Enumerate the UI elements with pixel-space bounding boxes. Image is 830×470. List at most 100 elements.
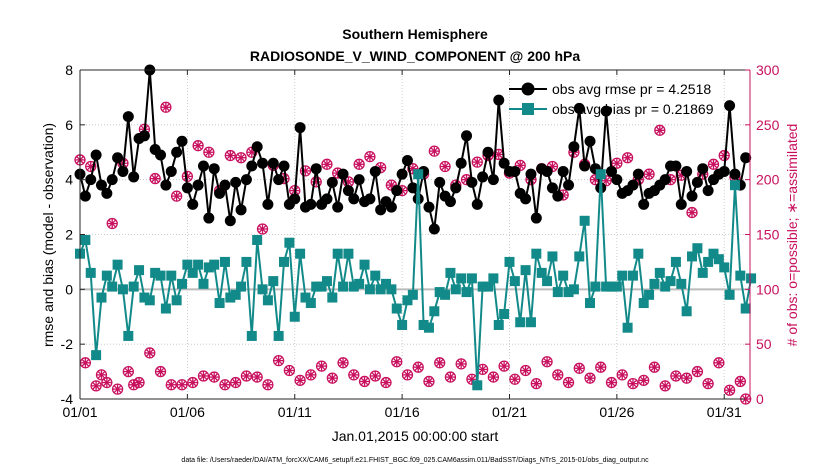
data-point [85, 267, 96, 278]
obs-possible-circle [122, 365, 134, 378]
obs-possible-circle [358, 375, 371, 388]
data-point [644, 289, 655, 300]
data-point [316, 281, 327, 292]
obs-possible-circle [348, 369, 360, 381]
obs-count-marker [256, 223, 269, 235]
obs-assimilated-stroke [172, 192, 181, 200]
obs-count-marker [734, 375, 746, 388]
obs-count-marker [530, 377, 542, 390]
obs-possible-circle [573, 362, 585, 374]
data-point [79, 190, 91, 202]
data-point [338, 281, 349, 292]
obs-possible-circle [713, 357, 725, 369]
data-point [660, 281, 671, 292]
data-point [445, 267, 456, 278]
obs-possible-circle [160, 101, 172, 113]
obs-count-marker [573, 362, 585, 374]
obs-assimilated-stroke [183, 172, 192, 181]
data-point [225, 292, 236, 303]
obs-assimilated-stroke [194, 142, 202, 150]
obs-count-marker [224, 149, 236, 162]
obs-count-marker [702, 377, 714, 390]
data-point [740, 152, 752, 164]
obs-assimilated-stroke [296, 376, 304, 384]
obs-assimilated-stroke [81, 359, 90, 367]
data-point [150, 267, 161, 278]
data-point [509, 165, 521, 177]
obs-assimilated-stroke [274, 356, 283, 365]
obs-possible-circle [90, 380, 102, 392]
obs-assimilated-stroke [607, 378, 616, 387]
data-point [90, 149, 102, 161]
data-point [627, 179, 639, 191]
data-point [123, 330, 134, 341]
obs-possible-circle [305, 369, 317, 381]
data-point [676, 278, 687, 289]
obs-count-marker [391, 356, 403, 368]
y-tick-label: 6 [65, 117, 73, 133]
obs-possible-circle [439, 160, 451, 173]
obs-count-marker [552, 369, 564, 381]
rmse-series [74, 64, 752, 235]
obs-assimilated-stroke [258, 225, 267, 233]
data-point [396, 168, 408, 180]
data-point [332, 201, 344, 213]
data-point [692, 243, 703, 254]
data-point [375, 284, 386, 295]
data-point [310, 163, 322, 175]
obs-count-marker [380, 376, 392, 389]
data-point [321, 193, 333, 205]
obs-assimilated-stroke [473, 158, 481, 166]
data-point [627, 270, 638, 281]
obs-possible-circle [519, 364, 532, 377]
y-tick-label-right: 200 [756, 172, 780, 188]
obs-count-marker [621, 152, 634, 164]
data-point [80, 234, 91, 245]
obs-possible-circle [176, 379, 188, 391]
data-point [375, 204, 387, 216]
obs-assimilated-stroke [704, 380, 712, 388]
data-point [106, 174, 118, 186]
obs-count-marker [686, 206, 698, 219]
obs-count-marker [471, 156, 483, 168]
obs-assimilated-stroke [623, 154, 632, 162]
data-point [440, 289, 451, 300]
obs-count-marker [358, 375, 371, 388]
data-point [279, 256, 290, 267]
data-point [520, 265, 531, 276]
data-point [552, 190, 564, 202]
obs-count-marker [326, 372, 338, 384]
data-point [192, 179, 204, 191]
data-point [611, 174, 623, 186]
obs-count-marker [208, 371, 220, 383]
obs-possible-circle [734, 375, 746, 388]
x-tick-label: 01/31 [707, 404, 742, 420]
obs-possible-circle [654, 124, 666, 136]
obs-possible-circle [562, 376, 575, 389]
data-point [294, 122, 306, 134]
y-tick-label-right: 0 [756, 391, 764, 407]
obs-possible-circle [219, 379, 231, 391]
data-point [224, 215, 236, 227]
data-point [171, 146, 183, 158]
data-point [520, 193, 532, 205]
bias-series [75, 169, 757, 391]
obs-assimilated-stroke [393, 358, 401, 366]
obs-assimilated-stroke [495, 150, 503, 159]
x-axis-label: Jan.01,2015 00:00:00 start [332, 428, 499, 444]
data-point [101, 187, 113, 199]
obs-count-marker [251, 371, 263, 383]
obs-possible-circle [391, 356, 403, 368]
obs-possible-circle [471, 156, 483, 168]
obs-assimilated-stroke [360, 377, 369, 386]
obs-assimilated-stroke [543, 358, 551, 366]
y-tick-label-right: 50 [756, 336, 772, 352]
obs-count-marker [283, 364, 296, 377]
data-point [574, 251, 585, 262]
obs-count-marker [487, 371, 500, 383]
data-point [273, 330, 284, 341]
y-axis-label: rmse and bias (model - observation) [40, 123, 56, 347]
data-point [531, 248, 542, 259]
data-point [681, 165, 693, 177]
data-point [327, 292, 338, 303]
